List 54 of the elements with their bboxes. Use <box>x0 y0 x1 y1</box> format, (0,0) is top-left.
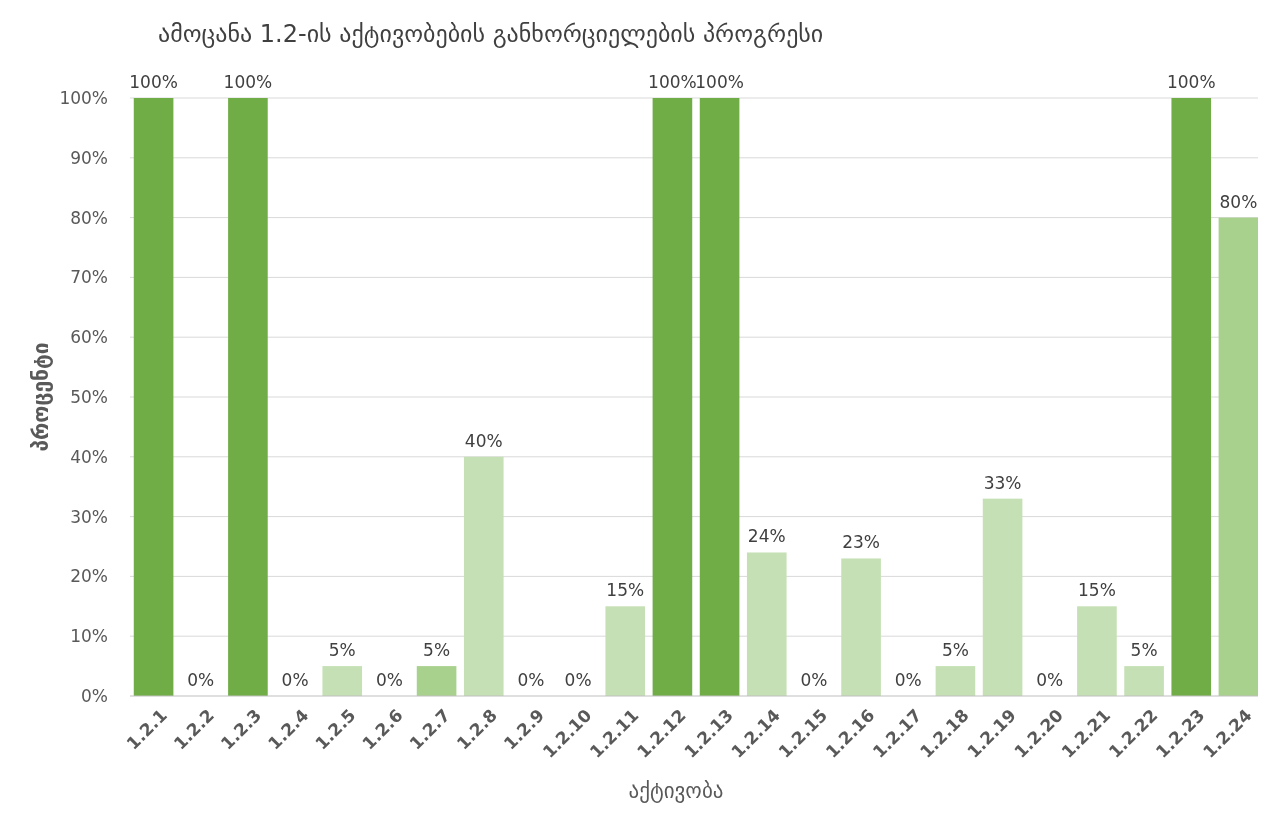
data-label: 40% <box>464 430 503 451</box>
bar <box>841 558 881 696</box>
data-label: 15% <box>606 580 645 601</box>
data-label: 100% <box>1166 72 1216 92</box>
data-label: 5% <box>941 640 969 661</box>
bar <box>699 98 740 696</box>
bar <box>1218 217 1258 696</box>
data-label: 0% <box>564 670 592 690</box>
data-label: 24% <box>747 526 786 547</box>
data-label: 15% <box>1078 580 1116 601</box>
data-label: 23% <box>842 532 880 553</box>
data-label: 5% <box>1130 640 1158 661</box>
bar <box>652 98 693 696</box>
bar <box>935 666 976 696</box>
y-tick-label: 30% <box>70 506 108 527</box>
bar <box>1171 98 1212 696</box>
data-label: 0% <box>187 670 215 690</box>
data-label: 100% <box>648 72 697 92</box>
y-tick-label: 90% <box>70 147 108 168</box>
bar <box>1124 666 1164 696</box>
data-label: 0% <box>281 670 309 690</box>
data-label: 100% <box>223 72 273 92</box>
bar <box>228 98 268 696</box>
y-tick-label: 40% <box>70 446 108 467</box>
data-label: 80% <box>1219 191 1258 212</box>
bar <box>982 498 1023 696</box>
bar <box>322 666 363 696</box>
data-label: 100% <box>129 72 178 92</box>
y-tick-label: 80% <box>70 207 108 228</box>
bar <box>463 456 504 696</box>
data-label: 0% <box>800 670 828 690</box>
data-label: 100% <box>695 72 744 92</box>
bar <box>1077 606 1117 696</box>
y-tick-label: 10% <box>70 626 108 647</box>
y-tick-label: 70% <box>70 267 108 288</box>
y-tick-label: 50% <box>70 386 108 407</box>
x-axis-title: აქტივობა <box>628 779 724 803</box>
data-label: 0% <box>375 670 403 690</box>
bar <box>133 98 174 696</box>
data-label: 33% <box>983 472 1022 493</box>
data-label: 0% <box>894 670 922 690</box>
y-tick-label: 20% <box>70 566 108 587</box>
y-tick-label: 100% <box>59 87 108 108</box>
data-label: 5% <box>328 640 356 661</box>
data-label: 0% <box>1036 670 1064 690</box>
y-tick-label: 0% <box>81 685 108 706</box>
y-tick-label: 60% <box>70 327 108 348</box>
y-axis-title: პროცენტი <box>29 342 53 452</box>
data-label: 0% <box>517 670 545 690</box>
bar <box>746 552 787 696</box>
chart-title: ამოცანა 1.2-ის აქტივობების განხორციელების პროგრესი <box>158 20 824 48</box>
bar <box>416 666 457 696</box>
bar <box>605 606 646 696</box>
data-label: 5% <box>423 640 451 661</box>
